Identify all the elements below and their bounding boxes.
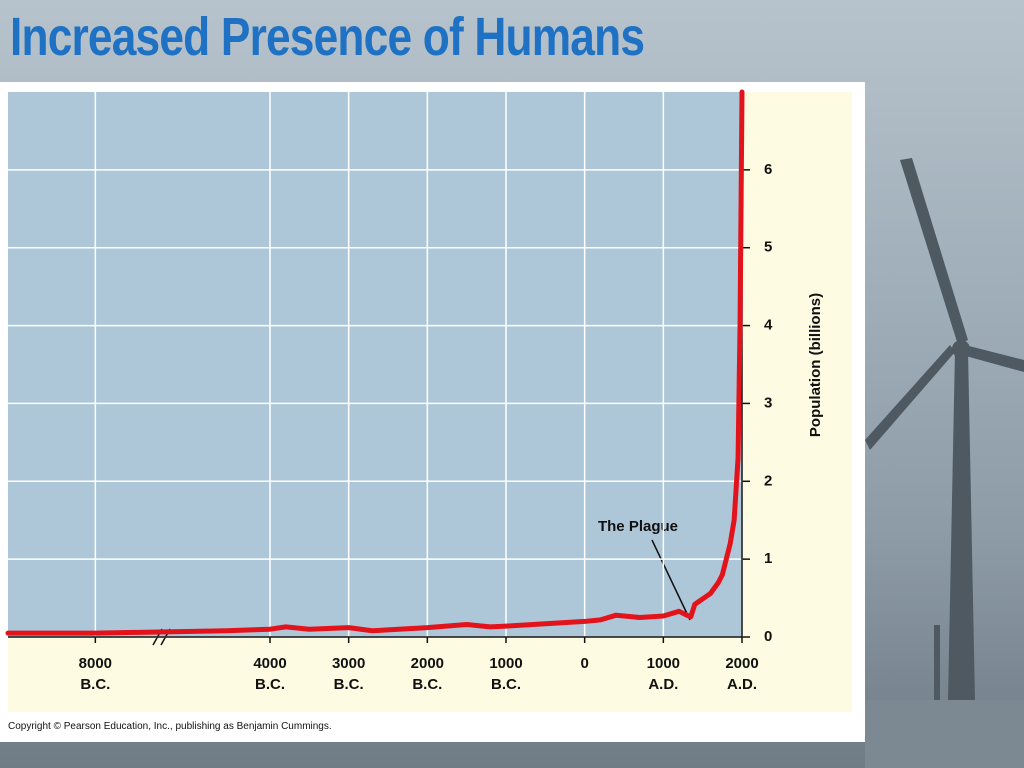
annotation-arrow <box>651 539 691 621</box>
turbine-blade <box>900 158 968 345</box>
x-tick-label: 1000 B.C. <box>489 655 523 693</box>
x-tick-label: 2000 B.C. <box>410 655 445 693</box>
y-tick-label: 0 <box>764 628 772 645</box>
turbine-blade <box>865 345 955 450</box>
x-tick-label: 1000 A.D. <box>646 655 681 693</box>
turbine-tower <box>948 350 975 700</box>
population-line <box>5 89 745 636</box>
x-tick-label: 8000 B.C. <box>78 655 113 693</box>
turbine-hub <box>952 340 970 358</box>
turbine-tower <box>934 625 940 705</box>
y-tick-label: 5 <box>764 239 772 256</box>
x-tick-label: 4000 B.C. <box>253 655 287 693</box>
x-tick-label: 2000 A.D. <box>725 655 759 693</box>
plot-area <box>8 92 742 637</box>
y-axis-label: Population (billions) <box>807 293 824 437</box>
x-tick-label: 3000 B.C. <box>331 655 366 693</box>
ground <box>865 700 1024 768</box>
turbine-blade <box>962 345 1024 372</box>
slide-title: Increased Presence of Humans <box>10 7 645 67</box>
y-tick-label: 4 <box>764 317 773 334</box>
annotation: The Plague <box>598 518 678 535</box>
x-tick-label: 0 <box>580 655 589 672</box>
y-tick-label: 2 <box>764 472 772 489</box>
y-tick-label: 3 <box>764 394 772 411</box>
y-tick-label: 1 <box>764 550 772 567</box>
wind-turbine <box>865 158 1024 705</box>
y-tick-label: 6 <box>764 161 772 178</box>
footer: Copyright © Pearson Education, Inc., pub… <box>8 721 332 732</box>
